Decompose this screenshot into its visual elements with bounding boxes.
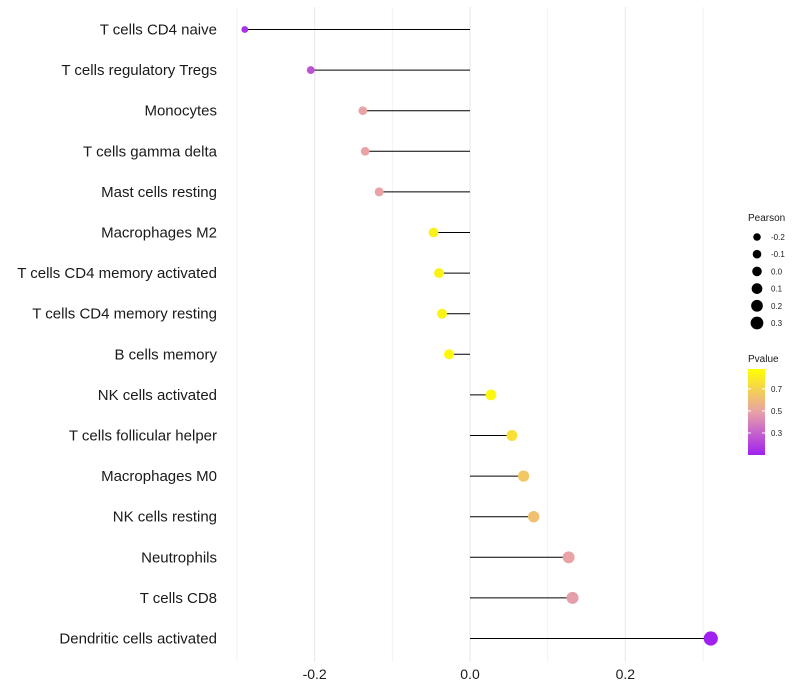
lollipop-point	[306, 66, 315, 75]
lollipop-point	[428, 227, 439, 238]
x-tick-label: -0.2	[303, 666, 327, 682]
pvalue-legend-label: 0.5	[771, 407, 783, 416]
pearson-legend-label: 0.1	[771, 285, 783, 294]
category-label: T cells follicular helper	[69, 428, 217, 445]
gridlines	[236, 7, 704, 662]
category-label: T cells CD4 memory resting	[32, 306, 217, 323]
category-label: NK cells activated	[98, 387, 217, 404]
category-label: T cells CD8	[140, 590, 217, 607]
lollipop-point	[517, 470, 530, 482]
pearson-legend-key	[751, 283, 763, 294]
category-label: T cells regulatory Tregs	[61, 62, 217, 79]
pearson-legend-key	[753, 233, 761, 241]
pvalue-legend-label: 0.7	[771, 385, 783, 394]
pearson-legend-label: 0.3	[771, 319, 783, 328]
category-label: T cells gamma delta	[83, 143, 218, 160]
pearson-legend-label: 0.2	[771, 302, 783, 311]
lollipop-point	[506, 429, 518, 442]
pearson-legend-key	[752, 249, 762, 259]
x-tick-label: 0.2	[616, 666, 636, 682]
lollipop-point	[562, 551, 575, 564]
x-tick-label: 0.0	[460, 666, 480, 682]
lollipop-point	[437, 308, 448, 319]
lollipop-stems	[244, 29, 711, 639]
category-label: Neutrophils	[141, 549, 217, 566]
pearson-legend-key	[752, 266, 762, 277]
category-label: NK cells resting	[113, 509, 217, 526]
lollipop-point	[485, 389, 497, 401]
category-label: Mast cells resting	[101, 184, 217, 201]
lollipop-point	[358, 106, 368, 116]
category-label: T cells CD4 memory activated	[17, 265, 217, 282]
pearson-legend-key	[750, 316, 764, 330]
category-label: Dendritic cells activated	[59, 631, 217, 648]
lollipop-point	[443, 349, 455, 360]
lollipop-point	[374, 187, 384, 197]
lollipop-point	[527, 510, 540, 523]
pvalue-color-legend: Pvalue 0.7 0.5 0.3	[748, 354, 783, 455]
category-labels: T cells CD4 naive T cells regulatory Treg…	[17, 22, 217, 648]
lollipop-point	[433, 268, 444, 279]
pearson-legend-key	[751, 299, 763, 312]
pvalue-legend-label: 0.3	[771, 429, 783, 438]
category-label: B cells memory	[114, 346, 217, 363]
pearson-legend-label: -0.2	[771, 233, 785, 242]
category-label: Macrophages M2	[101, 225, 217, 242]
lollipop-point	[566, 591, 579, 604]
x-axis-ticks: -0.2 0.0 0.2	[303, 666, 636, 682]
pearson-legend-label: -0.1	[771, 250, 785, 259]
pearson-legend-title: Pearson	[748, 213, 785, 224]
lollipop-point	[360, 146, 370, 156]
pvalue-legend-title: Pvalue	[748, 354, 779, 365]
pearson-legend-label: 0.0	[771, 267, 783, 276]
category-label: Monocytes	[144, 103, 217, 120]
lollipop-points	[241, 26, 718, 646]
lollipop-point	[241, 26, 249, 33]
pvalue-colorbar	[748, 369, 765, 455]
category-label: Macrophages M0	[101, 468, 217, 485]
category-label: T cells CD4 naive	[100, 22, 217, 39]
lollipop-point	[703, 631, 718, 646]
pearson-size-legend: Pearson -0.2 -0.1 0.0 0.1 0.2 0.3	[748, 213, 785, 330]
